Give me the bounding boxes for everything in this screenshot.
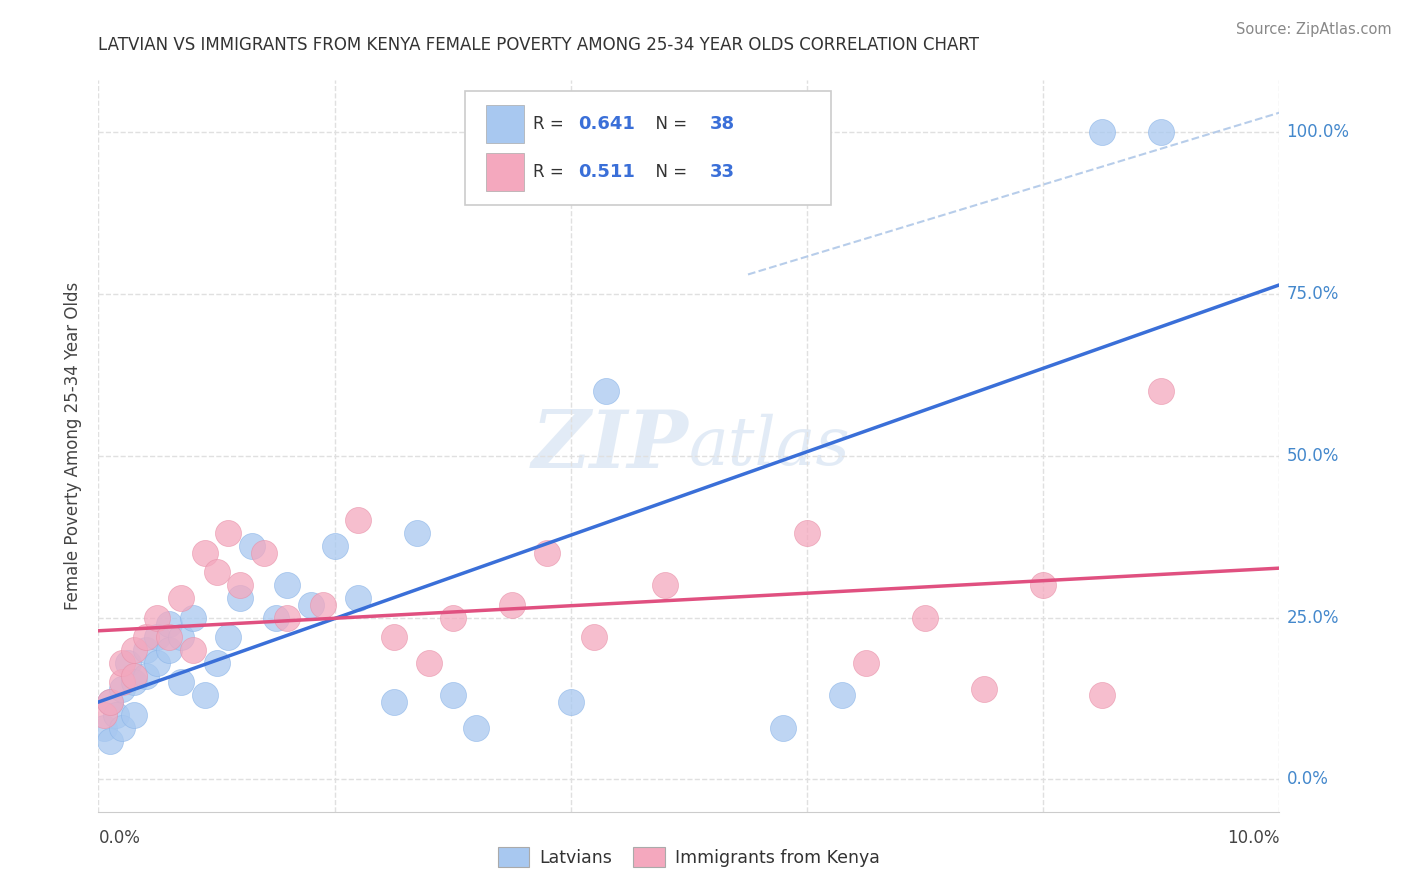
Point — [406, 526, 429, 541]
Text: 100.0%: 100.0% — [1286, 123, 1350, 141]
Point — [772, 721, 794, 735]
Point — [347, 513, 370, 527]
Point — [560, 695, 582, 709]
Point — [93, 721, 115, 735]
Point — [253, 546, 276, 560]
Text: 0.511: 0.511 — [578, 163, 634, 181]
Point — [194, 546, 217, 560]
Point — [654, 578, 676, 592]
Point — [111, 721, 134, 735]
Point — [146, 610, 169, 624]
Point — [111, 681, 134, 696]
Point — [276, 578, 298, 592]
Point — [1091, 125, 1114, 139]
Point — [122, 675, 145, 690]
Point — [382, 695, 405, 709]
Point — [229, 578, 252, 592]
Point — [418, 656, 440, 670]
Point — [536, 546, 558, 560]
Point — [501, 598, 523, 612]
Point — [93, 707, 115, 722]
Point — [170, 675, 193, 690]
Point — [98, 695, 121, 709]
Point — [135, 669, 157, 683]
Point — [98, 695, 121, 709]
Text: 0.641: 0.641 — [578, 114, 634, 133]
Point — [98, 733, 121, 747]
Point — [217, 630, 239, 644]
Point — [181, 643, 204, 657]
Point — [229, 591, 252, 606]
Legend: Latvians, Immigrants from Kenya: Latvians, Immigrants from Kenya — [491, 840, 887, 874]
Point — [276, 610, 298, 624]
Text: 0.0%: 0.0% — [1286, 771, 1329, 789]
Point — [205, 656, 228, 670]
Point — [264, 610, 287, 624]
Point — [1150, 125, 1173, 139]
Point — [323, 539, 346, 553]
Text: 50.0%: 50.0% — [1286, 447, 1339, 465]
Point — [105, 707, 128, 722]
Text: 75.0%: 75.0% — [1286, 285, 1339, 303]
Text: atlas: atlas — [689, 413, 851, 479]
Point — [1150, 384, 1173, 398]
Point — [122, 707, 145, 722]
Text: 38: 38 — [710, 114, 735, 133]
Point — [1032, 578, 1054, 592]
Point — [973, 681, 995, 696]
Text: R =: R = — [533, 163, 569, 181]
Point — [181, 610, 204, 624]
Point — [312, 598, 335, 612]
Point — [157, 617, 180, 632]
Point — [111, 656, 134, 670]
FancyBboxPatch shape — [464, 91, 831, 204]
Text: 10.0%: 10.0% — [1227, 829, 1279, 847]
Text: Source: ZipAtlas.com: Source: ZipAtlas.com — [1236, 22, 1392, 37]
Point — [135, 643, 157, 657]
Point — [299, 598, 322, 612]
Point — [135, 630, 157, 644]
Point — [122, 669, 145, 683]
Text: ZIP: ZIP — [531, 408, 689, 484]
Point — [347, 591, 370, 606]
Text: R =: R = — [533, 114, 569, 133]
Y-axis label: Female Poverty Among 25-34 Year Olds: Female Poverty Among 25-34 Year Olds — [65, 282, 83, 610]
Text: N =: N = — [645, 114, 693, 133]
Point — [382, 630, 405, 644]
Text: 0.0%: 0.0% — [98, 829, 141, 847]
Point — [205, 566, 228, 580]
Point — [595, 384, 617, 398]
Text: 33: 33 — [710, 163, 735, 181]
Text: N =: N = — [645, 163, 693, 181]
Point — [170, 591, 193, 606]
Point — [111, 675, 134, 690]
Point — [194, 688, 217, 702]
Point — [170, 630, 193, 644]
FancyBboxPatch shape — [486, 153, 523, 192]
Point — [441, 688, 464, 702]
Text: 25.0%: 25.0% — [1286, 608, 1339, 626]
Point — [117, 656, 139, 670]
Point — [217, 526, 239, 541]
FancyBboxPatch shape — [486, 104, 523, 143]
Point — [157, 630, 180, 644]
Point — [583, 630, 606, 644]
Point — [441, 610, 464, 624]
Point — [146, 656, 169, 670]
Point — [146, 630, 169, 644]
Point — [465, 721, 488, 735]
Point — [1091, 688, 1114, 702]
Point — [122, 643, 145, 657]
Point — [914, 610, 936, 624]
Point — [240, 539, 263, 553]
Point — [157, 643, 180, 657]
Text: LATVIAN VS IMMIGRANTS FROM KENYA FEMALE POVERTY AMONG 25-34 YEAR OLDS CORRELATIO: LATVIAN VS IMMIGRANTS FROM KENYA FEMALE … — [98, 36, 980, 54]
Point — [855, 656, 877, 670]
Point — [831, 688, 853, 702]
Point — [796, 526, 818, 541]
